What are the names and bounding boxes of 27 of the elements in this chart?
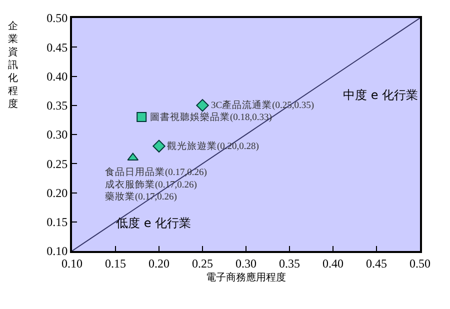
x-tick-label: 0.10 (62, 256, 82, 270)
y-tick-label: 0.30 (46, 128, 68, 142)
annotation: 中度 e 化行業 (343, 88, 418, 102)
point (136, 112, 147, 122)
y-tick-label: 0.10 (46, 244, 68, 258)
x-tick-label: 0.45 (366, 256, 387, 270)
x-tick-label: 0.40 (322, 256, 344, 270)
y-tick-label: 0.15 (46, 215, 68, 230)
y-tick-label: 0.25 (46, 156, 68, 171)
x-tick-label: 0.25 (192, 256, 213, 270)
y-tick-label: 0.40 (46, 69, 68, 84)
x-tick-label: 0.20 (148, 256, 170, 270)
x-tick-label: 0.15 (105, 256, 126, 270)
x-tick-label: 0.35 (279, 256, 300, 270)
point (152, 140, 166, 152)
y-tick-label: 0.45 (46, 40, 68, 54)
x-tick-label: 0.30 (236, 256, 256, 270)
y-tick-label: 0.20 (46, 186, 68, 200)
point (196, 99, 209, 112)
x-tick-label: 0.50 (410, 256, 430, 270)
point (127, 152, 139, 161)
y-axis-title: 企業資訊化程度 (8, 20, 18, 110)
y-tick-label: 0.50 (46, 11, 68, 26)
x-axis-title: 電子商務應用程度 (206, 271, 286, 284)
annotation: 圖書視聽娛樂品業(0.18,0.33) (150, 111, 272, 123)
y-tick-label: 0.35 (46, 98, 68, 113)
annotation: 低度 e 化行業 (116, 216, 192, 230)
